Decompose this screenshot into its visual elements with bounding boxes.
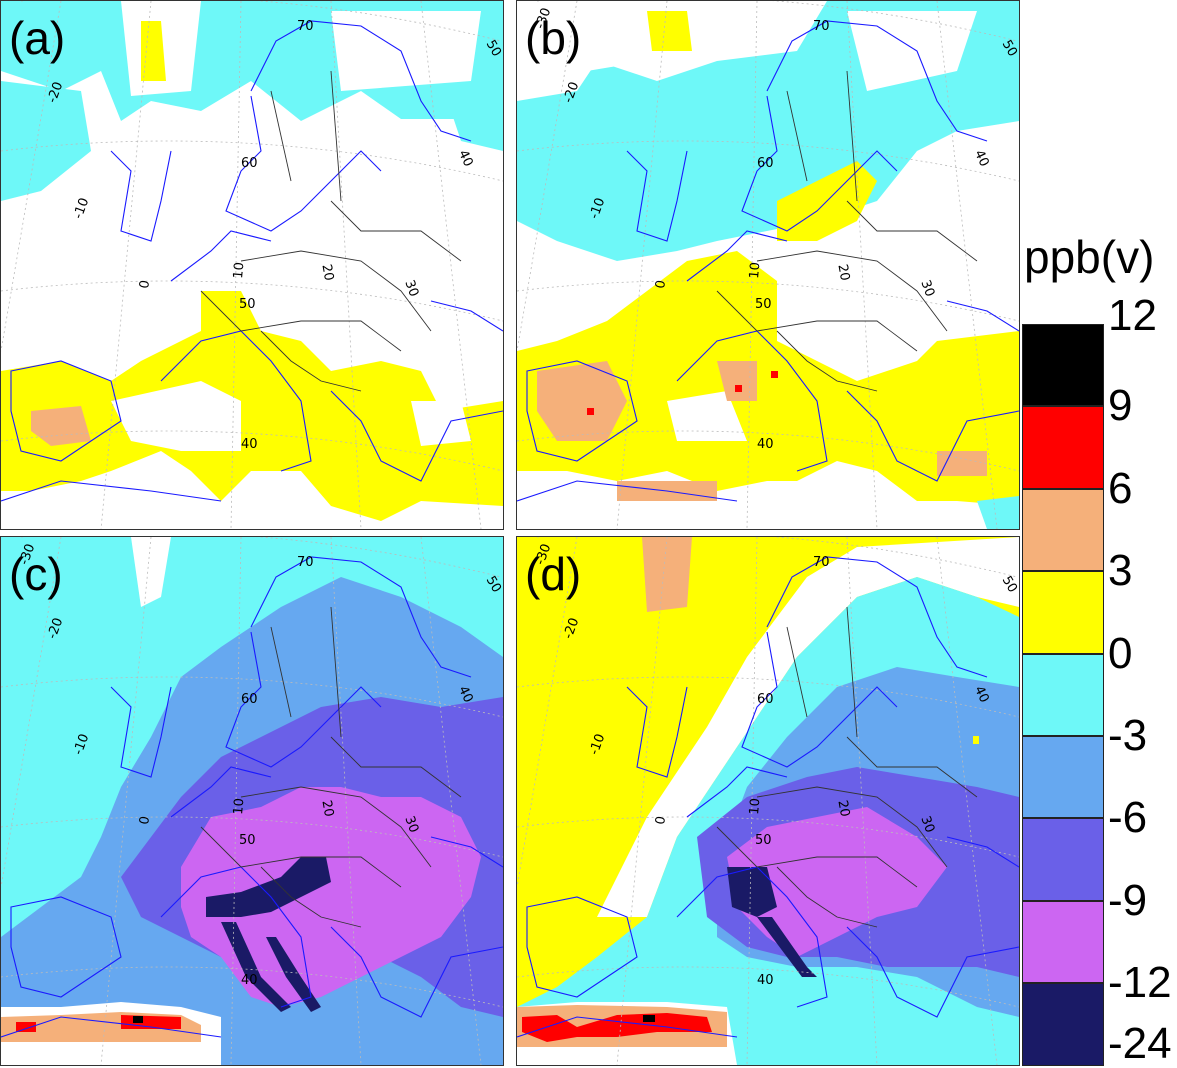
map-b-region-orange-iberia: [537, 361, 627, 441]
lat-label-70: 70: [297, 555, 314, 570]
lon-label-10: 10: [747, 261, 764, 280]
map-d-canvas: [517, 537, 1019, 1065]
map-panel-a: (a) 70 60 50 40 -20 -10 0 10 20 30 40 50: [0, 0, 504, 530]
lat-label-60: 60: [757, 156, 774, 171]
colorbar-swatch-9: [1022, 983, 1104, 1066]
colorbar-swatch-8: [1022, 900, 1104, 984]
map-c-region-navy: [206, 857, 331, 917]
colorbar-tick-label: 3: [1108, 546, 1133, 596]
colorbar-tick-label: -3: [1108, 711, 1148, 760]
lat-label-40: 40: [757, 973, 774, 988]
colorbar-swatch-5: [1022, 653, 1104, 736]
colorbar-tick-label: -24: [1108, 1018, 1172, 1068]
map-b-region-yellow-south: [517, 251, 1019, 506]
lat-label-50: 50: [755, 297, 772, 312]
colorbar-swatch-3: [1022, 488, 1104, 572]
panel-label-d: (d): [525, 548, 582, 600]
map-d-region-navy: [727, 867, 777, 917]
lat-label-50: 50: [755, 833, 772, 848]
map-b-region-orange-turkey: [937, 451, 987, 476]
map-b-region-yellow-north: [647, 11, 692, 51]
lat-label-40: 40: [757, 437, 774, 452]
map-d-region-violet: [727, 807, 947, 957]
colorbar-swatch-4: [1022, 571, 1104, 654]
map-a-region-yellow-north: [141, 21, 166, 81]
colorbar-tick-label: 0: [1108, 628, 1133, 678]
lon-label-10: 10: [747, 797, 764, 816]
colorbar-tick-label: 6: [1108, 463, 1133, 513]
map-d-cell-black: [643, 1015, 655, 1022]
map-b-cell-red-1: [587, 408, 594, 415]
colorbar-swatch-7: [1022, 818, 1104, 901]
lat-label-40: 40: [241, 437, 258, 452]
colorbar-title: ppb(v): [1024, 231, 1155, 283]
colorbar-swatch-6: [1022, 736, 1104, 819]
map-d-region-red-africa: [522, 1013, 712, 1042]
colorbar-tick-label: 12: [1108, 291, 1157, 340]
map-d-cell-yellow: [973, 736, 979, 744]
map-b-cell-red-2: [735, 385, 742, 392]
lat-label-70: 70: [813, 19, 830, 34]
panel-label-c: (c): [9, 548, 63, 600]
lon-label-20: 20: [834, 799, 853, 818]
lat-label-50: 50: [239, 297, 256, 312]
map-c-region-violet: [181, 787, 481, 1007]
map-c-canvas: [1, 537, 503, 1065]
lat-label-60: 60: [241, 156, 258, 171]
lon-label-10: 10: [231, 261, 248, 280]
lon-label-10: 10: [231, 797, 248, 816]
lat-label-60: 60: [757, 692, 774, 707]
map-b-cell-red-3: [771, 371, 778, 378]
lat-label-50: 50: [239, 833, 256, 848]
lat-label-40: 40: [241, 973, 258, 988]
map-a-canvas: [1, 1, 503, 529]
lon-label-20: 20: [318, 799, 337, 818]
colorbar-swatch-2: [1022, 406, 1104, 489]
map-panel-c: (c) 70 60 50 40 -30 -20 -10 0 10 20 30 4…: [0, 536, 504, 1066]
panel-label-a: (a): [9, 12, 66, 64]
map-panel-b: (b) 70 60 50 40 -30 -20 -10 0 10 20 30 4…: [516, 0, 1020, 530]
map-b-region-orange-italy: [717, 361, 757, 401]
colorbar: [1022, 324, 1106, 1066]
panel-label-b: (b): [525, 12, 582, 64]
map-a-region-cyan-west: [1, 81, 91, 201]
colorbar-swatch-1: [1022, 324, 1104, 407]
map-c-cell-black: [133, 1016, 143, 1023]
map-panel-d: (d) 70 60 50 40 -30 -20 -10 0 10 20 30 4…: [516, 536, 1020, 1066]
lat-label-70: 70: [813, 555, 830, 570]
map-d-region-orange-north: [642, 537, 692, 612]
colorbar-tick-label: -9: [1108, 875, 1148, 925]
map-b-canvas: [517, 1, 1019, 529]
map-a-region-yellow-south: [1, 291, 503, 521]
lon-label-20: 20: [318, 263, 337, 282]
colorbar-tick-label: -6: [1108, 793, 1148, 843]
lon-label-20: 20: [834, 263, 853, 282]
lat-label-70: 70: [297, 19, 314, 34]
colorbar-tick-label: 9: [1108, 381, 1133, 431]
lat-label-60: 60: [241, 692, 258, 707]
colorbar-tick-label: -12: [1108, 958, 1172, 1008]
